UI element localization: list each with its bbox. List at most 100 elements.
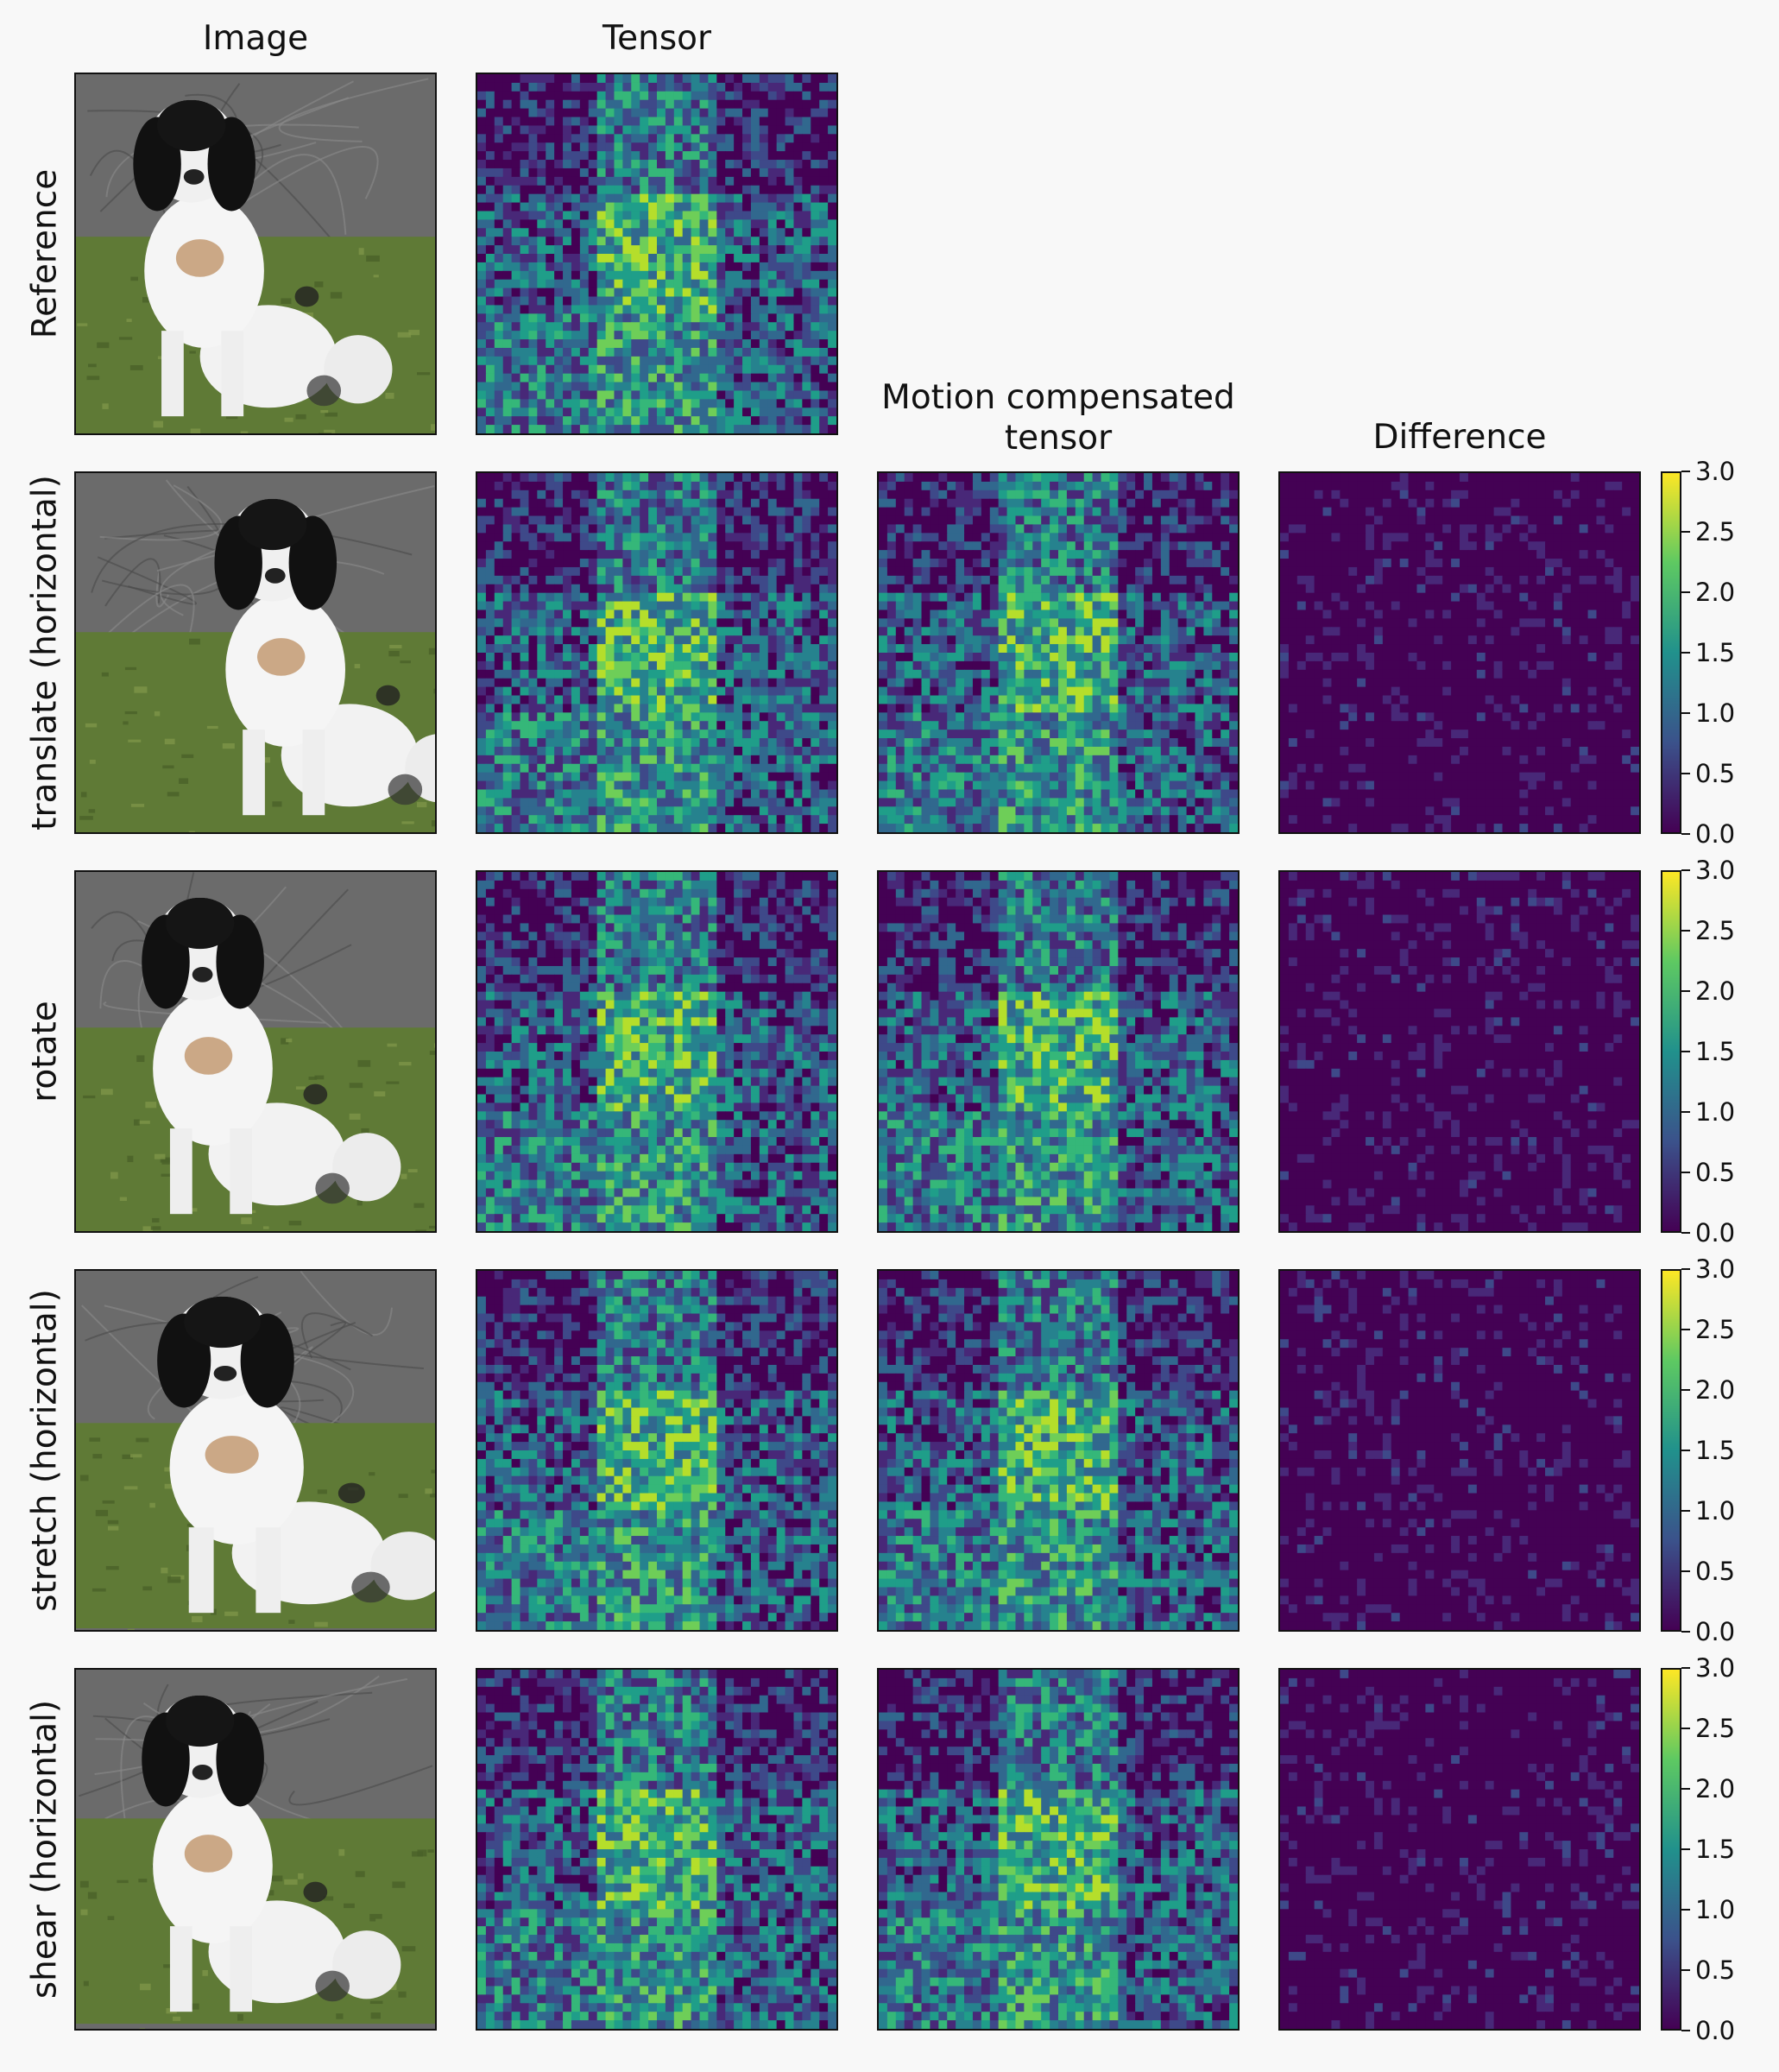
tick-label: 2.5 xyxy=(1695,917,1735,944)
row-label-text: Reference xyxy=(26,169,65,338)
tick-mark xyxy=(1681,1389,1690,1391)
tick-mark xyxy=(1681,712,1690,714)
compensated-heatmap-panel xyxy=(877,870,1240,1233)
tick-mark xyxy=(1681,1631,1690,1633)
tick-label: 0.0 xyxy=(1695,1219,1735,1247)
tick-mark xyxy=(1681,990,1690,992)
compensated-heatmap-panel xyxy=(877,471,1240,834)
compensated-heatmap-panel xyxy=(877,1668,1240,2031)
tick-mark xyxy=(1681,1909,1690,1911)
difference-heatmap-panel xyxy=(1278,1668,1641,2031)
tick-label: 1.5 xyxy=(1695,639,1735,666)
tick-label: 3.0 xyxy=(1695,1255,1735,1283)
tensor-heatmap-panel xyxy=(476,1269,838,1632)
tick-mark xyxy=(1681,833,1690,835)
tick-label: 3.0 xyxy=(1695,1654,1735,1682)
tick-mark xyxy=(1681,1051,1690,1052)
tick-label: 0.0 xyxy=(1695,1618,1735,1646)
tick-mark xyxy=(1681,1969,1690,1971)
tick-label: 1.5 xyxy=(1695,1835,1735,1863)
tick-mark xyxy=(1681,591,1690,593)
tick-mark xyxy=(1681,1510,1690,1512)
tick-label: 2.5 xyxy=(1695,518,1735,546)
colorbar xyxy=(1661,471,1681,834)
colorbar xyxy=(1661,1269,1681,1632)
compensated-heatmap-graphic xyxy=(879,1670,1238,2029)
tick-mark xyxy=(1681,869,1690,871)
image-graphic xyxy=(76,74,435,433)
tick-label: 0.0 xyxy=(1695,820,1735,848)
difference-heatmap-graphic xyxy=(1280,473,1639,832)
tick-label: 0.5 xyxy=(1695,1557,1735,1585)
colorbar xyxy=(1661,870,1681,1233)
image-panel xyxy=(74,471,437,834)
tensor-heatmap-panel xyxy=(476,870,838,1233)
tick-mark xyxy=(1681,1788,1690,1790)
tick-mark xyxy=(1681,1232,1690,1234)
tick-mark xyxy=(1681,1848,1690,1850)
tick-label: 1.5 xyxy=(1695,1038,1735,1065)
row-label-text: rotate xyxy=(26,1001,65,1102)
tick-mark xyxy=(1681,1111,1690,1113)
image-panel xyxy=(74,870,437,1233)
tensor-heatmap-graphic xyxy=(477,74,836,433)
difference-heatmap-panel xyxy=(1278,1269,1641,1632)
image-panel xyxy=(74,1668,437,2031)
image-graphic xyxy=(76,1271,435,1630)
tensor-heatmap-graphic xyxy=(477,1271,836,1630)
tick-label: 2.5 xyxy=(1695,1316,1735,1343)
tick-label: 2.0 xyxy=(1695,1775,1735,1803)
compensated-heatmap-graphic xyxy=(879,1271,1238,1630)
tick-label: 1.0 xyxy=(1695,1896,1735,1924)
tick-mark xyxy=(1681,1329,1690,1330)
column-header: Difference xyxy=(1278,418,1641,458)
tensor-heatmap-graphic xyxy=(477,1670,836,2029)
image-graphic xyxy=(76,872,435,1231)
tick-label: 0.5 xyxy=(1695,760,1735,787)
image-graphic xyxy=(76,1670,435,2029)
difference-heatmap-panel xyxy=(1278,471,1641,834)
tick-label: 1.0 xyxy=(1695,1098,1735,1126)
image-panel xyxy=(74,73,437,435)
difference-heatmap-graphic xyxy=(1280,1670,1639,2029)
tick-label: 1.5 xyxy=(1695,1437,1735,1464)
tick-mark xyxy=(1681,1172,1690,1173)
tick-mark xyxy=(1681,2030,1690,2031)
row-label-text: shear (horizontal) xyxy=(26,1700,65,1999)
compensated-heatmap-panel xyxy=(877,1269,1240,1632)
column-header: Motion compensated tensor xyxy=(877,378,1240,459)
tick-mark xyxy=(1681,1667,1690,1669)
tick-mark xyxy=(1681,1728,1690,1729)
tick-label: 1.0 xyxy=(1695,699,1735,727)
image-graphic xyxy=(76,473,435,832)
compensated-heatmap-graphic xyxy=(879,473,1238,832)
tick-mark xyxy=(1681,471,1690,472)
tick-label: 2.0 xyxy=(1695,977,1735,1005)
difference-heatmap-graphic xyxy=(1280,872,1639,1231)
column-header: Image xyxy=(74,19,437,60)
tick-label: 2.0 xyxy=(1695,1376,1735,1404)
row-label-text: translate (horizontal) xyxy=(26,475,65,831)
tick-mark xyxy=(1681,1570,1690,1572)
difference-heatmap-panel xyxy=(1278,870,1641,1233)
tick-label: 0.5 xyxy=(1695,1956,1735,1984)
tick-label: 3.0 xyxy=(1695,856,1735,884)
tensor-heatmap-panel xyxy=(476,471,838,834)
tensor-heatmap-graphic xyxy=(477,473,836,832)
tick-label: 2.5 xyxy=(1695,1715,1735,1742)
tick-mark xyxy=(1681,652,1690,654)
tensor-heatmap-panel xyxy=(476,1668,838,2031)
tick-label: 2.0 xyxy=(1695,578,1735,606)
column-header: Tensor xyxy=(476,19,838,60)
tick-mark xyxy=(1681,773,1690,774)
tick-mark xyxy=(1681,930,1690,932)
tick-mark xyxy=(1681,1450,1690,1451)
row-label-text: stretch (horizontal) xyxy=(26,1289,65,1612)
tick-mark xyxy=(1681,531,1690,533)
tick-label: 0.5 xyxy=(1695,1159,1735,1186)
colorbar xyxy=(1661,1668,1681,2031)
tick-label: 0.0 xyxy=(1695,2017,1735,2044)
compensated-heatmap-graphic xyxy=(879,872,1238,1231)
tick-mark xyxy=(1681,1268,1690,1270)
